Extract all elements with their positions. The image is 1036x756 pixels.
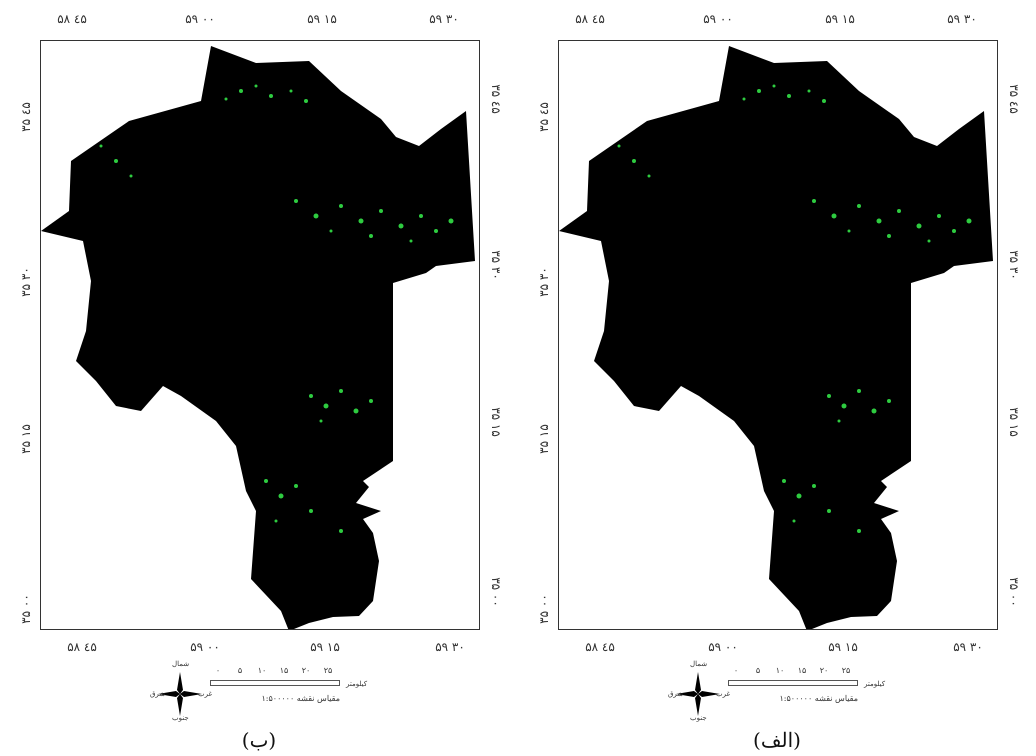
map-panel-alef: ۵۸ ٤۵ ۵۹ ۰۰ ۵۹ ۱۵ ۵۹ ۳۰ ۵۸ ٤۵ ۵۹ ۰۰ ۵۹ ۱… (518, 0, 1036, 756)
bottom-tick: ۵۹ ۰۰ (190, 640, 220, 654)
panel-caption: (ب) (241, 728, 277, 752)
map-frame (558, 40, 998, 630)
scale-number: ۱۵ (797, 666, 807, 675)
scale-bar: ۰ ۵ ۱۰ ۱۵ ۲۰ ۲۵ کیلومتر مقیاس نقشه ۱:۵۰۰… (210, 666, 410, 706)
compass-north-label: شمال (690, 660, 708, 668)
top-tick: ۵۹ ۱۵ (307, 12, 337, 26)
compass-south-label: جنوب (690, 714, 707, 722)
scale-number: ۱۵ (279, 666, 289, 675)
scale-bar-graphic (728, 680, 858, 686)
compass-west-label: غرب (198, 690, 213, 698)
bottom-tick: ۵۹ ۱۵ (828, 640, 858, 654)
right-tick: ۳۵ ۰۰ (1007, 577, 1021, 607)
left-tick: ۳۵ ۳۰ (19, 267, 33, 297)
top-tick: ۵۸ ٤۵ (57, 12, 87, 26)
scale-number: ۲۵ (323, 666, 333, 675)
bottom-tick: ۵۹ ۳۰ (953, 640, 983, 654)
study-area-map (559, 46, 993, 629)
compass-east-label: شرق (668, 690, 684, 698)
compass-rose: شمال جنوب شرق غرب (668, 660, 731, 722)
scale-bar: ۰ ۵ ۱۰ ۱۵ ۲۰ ۲۵ کیلومتر مقیاس نقشه ۱:۵۰۰… (728, 666, 928, 706)
right-tick: ۳۵ ٤۵ (1007, 84, 1021, 114)
bottom-tick: ۵۸ ٤۵ (67, 640, 97, 654)
map-frame (40, 40, 480, 630)
compass-rose: شمال جنوب شرق غرب (150, 660, 213, 722)
scale-unit: کیلومتر (346, 680, 368, 688)
scale-text: مقیاس نقشه ۱:۵۰۰۰۰۰ (261, 694, 340, 703)
top-tick: ۵۹ ۱۵ (825, 12, 855, 26)
vegetation-patches (99, 84, 454, 533)
compass-icon (158, 672, 202, 716)
scale-unit: کیلومتر (864, 680, 886, 688)
left-tick: ۳۵ ۱۵ (19, 424, 33, 454)
bottom-tick: ۵۹ ۰۰ (708, 640, 738, 654)
bottom-tick: ۵۹ ۳۰ (435, 640, 465, 654)
scale-number: ۲۵ (841, 666, 851, 675)
scale-number: ۰ (215, 666, 221, 675)
map-legend: شمال جنوب شرق غرب ۰ ۵ ۱۰ ۱۵ ۲۰ ۲۵ کیلومت… (150, 660, 470, 722)
map-legend: شمال جنوب شرق غرب ۰ ۵ ۱۰ ۱۵ ۲۰ ۲۵ کیلومت… (668, 660, 988, 722)
compass-north-label: شمال (172, 660, 190, 668)
left-tick: ۳۵ ۱۵ (537, 424, 551, 454)
compass-west-label: غرب (716, 690, 731, 698)
compass-icon (676, 672, 720, 716)
study-area-map (41, 46, 475, 629)
left-tick: ۳۵ ٤۵ (19, 102, 33, 132)
right-tick: ۳۵ ۱۵ (489, 407, 503, 437)
left-tick: ۳۵ ۰۰ (537, 594, 551, 624)
left-tick: ۳۵ ٤۵ (537, 102, 551, 132)
bottom-tick: ۵۹ ۱۵ (310, 640, 340, 654)
scale-number: ۵ (237, 666, 243, 675)
scale-number: ۱۰ (775, 666, 785, 675)
right-tick: ۳۵ ۱۵ (1007, 407, 1021, 437)
vegetation-patches (617, 84, 972, 533)
right-tick: ۳۵ ٤۵ (489, 84, 503, 114)
top-tick: ۵۹ ۰۰ (703, 12, 733, 26)
top-tick: ۵۹ ۰۰ (185, 12, 215, 26)
panel-caption: (الف) (753, 728, 801, 752)
left-tick: ۳۵ ۳۰ (537, 267, 551, 297)
right-tick: ۳۵ ۰۰ (489, 577, 503, 607)
map-panel-b: ۵۸ ٤۵ ۵۹ ۰۰ ۵۹ ۱۵ ۵۹ ۳۰ ۵۸ ٤۵ ۵۹ ۰۰ ۵۹ ۱… (19, 12, 503, 752)
left-tick: ۳۵ ۰۰ (19, 594, 33, 624)
scale-bar-graphic (210, 680, 340, 686)
top-tick: ۵۹ ۳۰ (947, 12, 977, 26)
scale-number: ۱۰ (257, 666, 267, 675)
scale-number: ۵ (755, 666, 761, 675)
right-tick: ۳۵ ۳۰ (1007, 250, 1021, 280)
scale-number: ۲۰ (301, 666, 311, 675)
top-tick: ۵۹ ۳۰ (429, 12, 459, 26)
scale-number: ۲۰ (819, 666, 829, 675)
study-area-polygon (559, 46, 993, 629)
top-tick: ۵۸ ٤۵ (575, 12, 605, 26)
scale-number: ۰ (733, 666, 739, 675)
scale-text: مقیاس نقشه ۱:۵۰۰۰۰۰ (779, 694, 858, 703)
compass-south-label: جنوب (172, 714, 189, 722)
right-tick: ۳۵ ۳۰ (489, 250, 503, 280)
study-area-polygon (41, 46, 475, 629)
bottom-tick: ۵۸ ٤۵ (585, 640, 615, 654)
compass-east-label: شرق (150, 690, 166, 698)
